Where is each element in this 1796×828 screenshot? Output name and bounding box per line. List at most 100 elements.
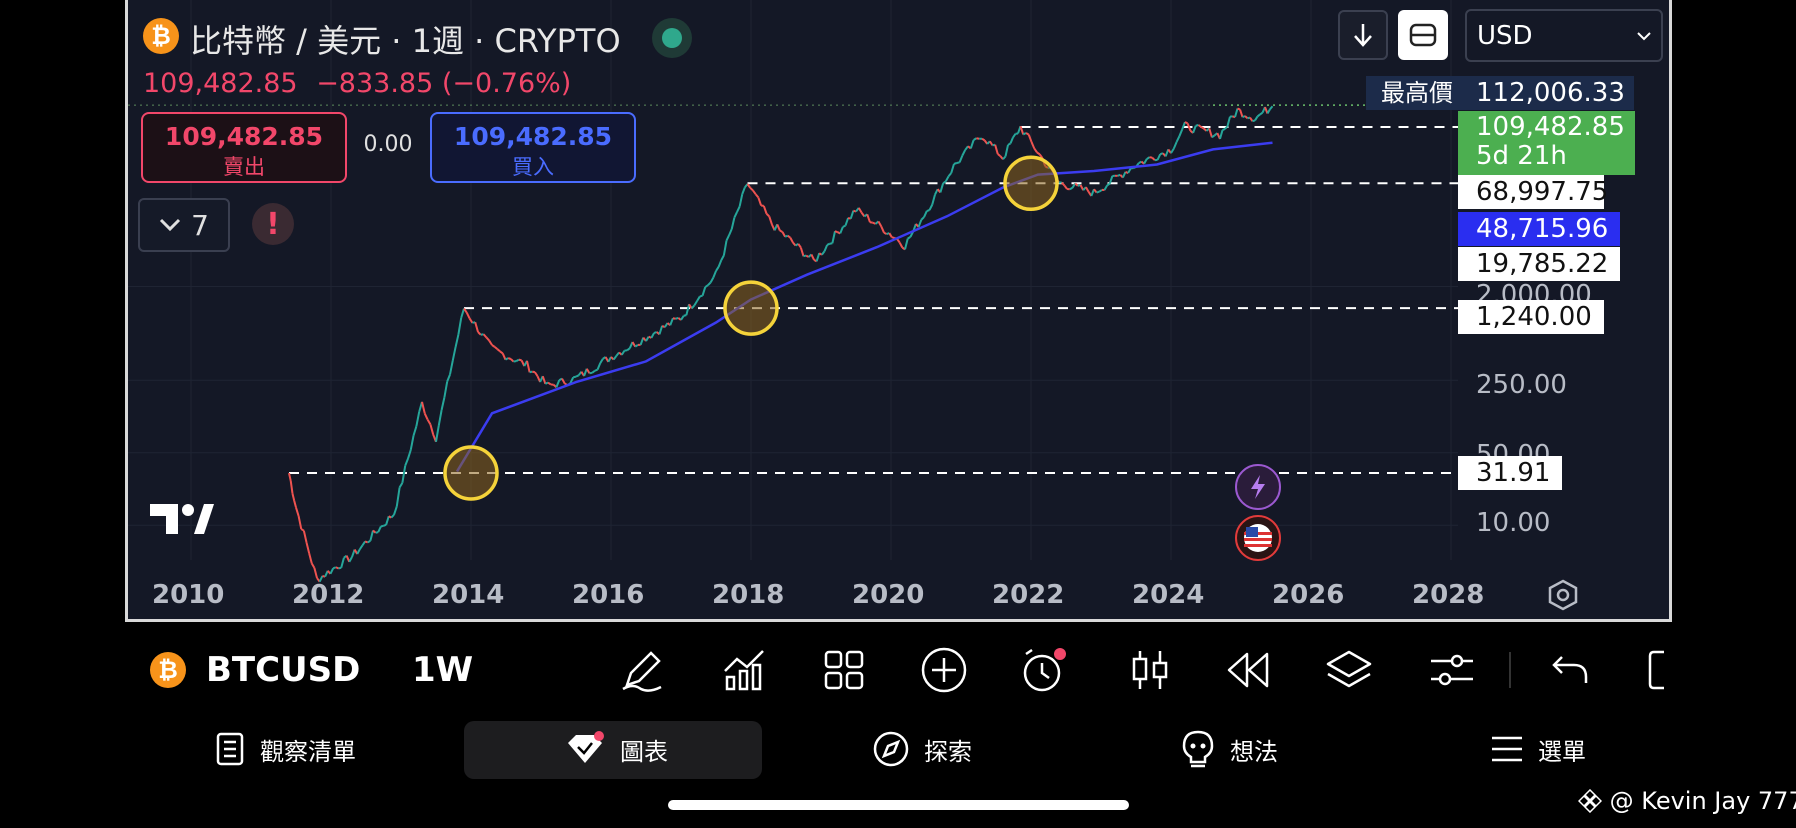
nav-chart[interactable]: 圖表 bbox=[564, 720, 668, 778]
price-candle-segment bbox=[1108, 175, 1114, 184]
sell-label: 賣出 bbox=[223, 155, 265, 179]
price-candle-segment bbox=[976, 137, 980, 140]
price-candle-segment bbox=[754, 193, 760, 199]
price-candle-segment bbox=[1242, 115, 1246, 118]
price-candle-segment bbox=[779, 229, 783, 233]
price-candle-segment bbox=[1222, 128, 1226, 132]
price-candle-segment bbox=[575, 374, 580, 378]
price-candle-segment bbox=[407, 449, 412, 459]
price-candle-segment bbox=[823, 244, 829, 252]
indicators-toggle[interactable]: 7 bbox=[138, 198, 230, 252]
price-candle-segment bbox=[784, 234, 789, 238]
quote-change: −833.85 (−0.76%) bbox=[316, 68, 572, 99]
price-candle-segment bbox=[956, 161, 960, 164]
price-candle-segment bbox=[736, 206, 741, 213]
moving-average-line bbox=[455, 141, 1273, 473]
price-candle-segment bbox=[480, 333, 484, 336]
price-candle-segment bbox=[572, 375, 577, 379]
pen-icon[interactable] bbox=[616, 644, 668, 696]
indicators-icon[interactable] bbox=[718, 644, 770, 696]
price-candle-segment bbox=[491, 344, 496, 348]
price-candle-segment bbox=[289, 480, 294, 494]
toolbar-symbol[interactable]: ₿ BTCUSD bbox=[150, 650, 360, 690]
price-candle-segment bbox=[1125, 171, 1129, 174]
price-candle-segment bbox=[529, 370, 533, 374]
price-candle-segment bbox=[953, 162, 958, 165]
price-candle-segment bbox=[369, 530, 374, 542]
price-candle-segment bbox=[1038, 153, 1044, 159]
price-candle-segment bbox=[377, 526, 382, 533]
replay-icon[interactable] bbox=[1222, 644, 1274, 696]
price-candle-segment bbox=[904, 238, 909, 250]
grid-icon[interactable] bbox=[818, 644, 870, 696]
price-candle-segment bbox=[318, 575, 324, 583]
price-candle-segment bbox=[388, 515, 392, 519]
ath-label: 最高價 bbox=[1366, 76, 1468, 110]
price-candle-segment bbox=[765, 213, 770, 218]
price-candle-segment bbox=[1256, 113, 1261, 118]
price-candle-segment bbox=[699, 294, 703, 298]
interval-label[interactable]: 1W bbox=[412, 650, 474, 690]
price-candle-segment bbox=[685, 304, 691, 316]
year-label-2012: 2012 bbox=[292, 580, 365, 610]
settings-sliders-icon[interactable] bbox=[1426, 644, 1478, 696]
price-candle-segment bbox=[482, 333, 488, 339]
settings-hex-icon[interactable] bbox=[1546, 578, 1580, 616]
price-candle-segment bbox=[680, 315, 685, 321]
undo-icon[interactable] bbox=[1544, 644, 1596, 696]
price-candle-segment bbox=[409, 435, 415, 450]
price-candle-segment bbox=[385, 515, 390, 526]
rectangle-icon[interactable] bbox=[1398, 10, 1448, 60]
price-candle-segment bbox=[1007, 142, 1012, 146]
price-candle-segment bbox=[515, 358, 520, 363]
price-candle-segment bbox=[683, 314, 687, 317]
price-candle-segment bbox=[372, 529, 377, 534]
price-candle-segment bbox=[944, 175, 950, 182]
plus-circle-icon[interactable] bbox=[918, 644, 970, 696]
nav-menu[interactable]: 選單 bbox=[1490, 720, 1586, 778]
price-chart[interactable] bbox=[128, 0, 1672, 622]
candles-icon[interactable] bbox=[1124, 644, 1176, 696]
price-candle-segment bbox=[650, 332, 655, 339]
lightning-icon[interactable] bbox=[1235, 464, 1281, 510]
price-candle-segment bbox=[847, 216, 852, 220]
sell-button[interactable]: 109,482.85 賣出 bbox=[141, 112, 347, 183]
currency-select[interactable]: USD bbox=[1465, 9, 1663, 62]
price-candle-segment bbox=[440, 397, 446, 411]
year-label-2022: 2022 bbox=[992, 580, 1065, 610]
quote-line: 109,482.85 −833.85 (−0.76%) bbox=[143, 68, 571, 99]
arrow-down-icon[interactable] bbox=[1338, 10, 1388, 60]
nav-explore[interactable]: 探索 bbox=[872, 720, 972, 778]
price-candle-segment bbox=[1186, 123, 1192, 132]
layers-icon[interactable] bbox=[1323, 644, 1375, 696]
price-candle-segment bbox=[1074, 182, 1079, 187]
price-candle-segment bbox=[907, 236, 911, 240]
price-candle-segment bbox=[720, 254, 725, 261]
home-indicator[interactable] bbox=[668, 800, 1129, 810]
price-candle-segment bbox=[831, 231, 836, 244]
price-candle-segment bbox=[398, 482, 404, 488]
price-candle-segment bbox=[1184, 121, 1189, 125]
price-candle-segment bbox=[857, 207, 863, 214]
price-candle-segment bbox=[541, 375, 547, 385]
nav-ideas[interactable]: 想法 bbox=[1180, 720, 1278, 778]
price-candle-segment bbox=[1249, 116, 1254, 122]
alarm-icon[interactable] bbox=[1018, 644, 1070, 696]
price-candle-segment bbox=[888, 232, 893, 238]
symbol-title[interactable]: 比特幣 / 美元 · 1週 · CRYPTO bbox=[190, 22, 621, 60]
price-candle-segment bbox=[472, 321, 476, 324]
fullscreen-icon[interactable] bbox=[1648, 650, 1670, 694]
price-candle-segment bbox=[1036, 151, 1041, 156]
buy-button[interactable]: 109,482.85 買入 bbox=[430, 112, 636, 183]
market-status-icon[interactable] bbox=[652, 18, 692, 58]
price-candle-segment bbox=[1195, 124, 1199, 127]
price-candle-segment bbox=[351, 549, 356, 558]
symbol-label: BTCUSD bbox=[206, 650, 361, 690]
price-candle-segment bbox=[501, 353, 507, 361]
alert-icon[interactable]: ! bbox=[252, 203, 294, 245]
nav-watchlist[interactable]: 觀察清單 bbox=[214, 720, 356, 778]
price-candle-segment bbox=[310, 562, 316, 569]
us-flag-icon[interactable] bbox=[1235, 515, 1281, 561]
price-candle-segment bbox=[1060, 181, 1066, 187]
price-candle-segment bbox=[1019, 125, 1025, 135]
